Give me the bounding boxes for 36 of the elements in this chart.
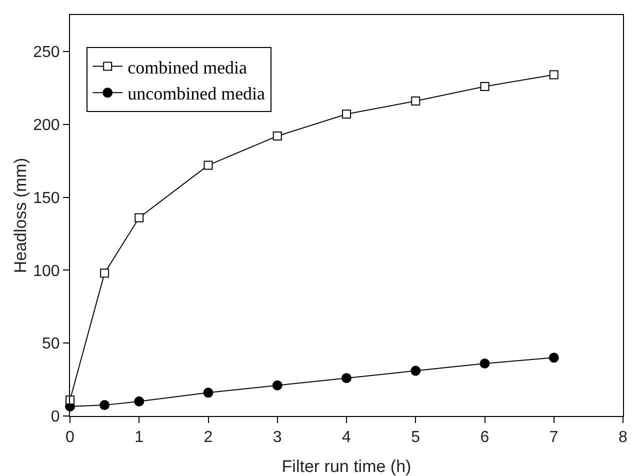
y-tick-label: 250 [33, 44, 60, 62]
x-tick-label: 3 [272, 429, 282, 446]
x-tick-label: 2 [204, 429, 213, 446]
x-tick-label: 0 [66, 429, 75, 446]
point [272, 380, 282, 390]
y-tick-label: 100 [33, 262, 60, 280]
point [203, 388, 214, 398]
point [480, 82, 490, 91]
point [100, 268, 110, 278]
legend-label: combined media [128, 57, 248, 78]
point [411, 96, 420, 106]
point [134, 213, 144, 222]
x-tick-label: 1 [134, 429, 144, 446]
x-tick-label: 8 [618, 429, 628, 446]
point [342, 110, 351, 119]
y-axis-title: Headloss (mm) [11, 158, 30, 274]
legend-label: uncombined media [128, 84, 266, 104]
point [549, 70, 558, 80]
y-tick-label: 50 [42, 336, 60, 353]
point [66, 395, 74, 404]
point [548, 352, 559, 363]
x-tick-label: 4 [342, 429, 352, 446]
y-tick-label: 0 [50, 408, 60, 426]
point [134, 396, 144, 406]
point [342, 373, 352, 384]
y-tick-label: 200 [33, 116, 60, 134]
point [204, 160, 213, 170]
point [410, 366, 421, 376]
x-tick-label: 7 [549, 429, 558, 446]
point [480, 358, 490, 369]
x-tick-label: 6 [480, 429, 490, 446]
x-tick-label: 5 [411, 429, 420, 446]
point [100, 400, 110, 410]
x-axis-title: Filter run time (h) [282, 457, 412, 476]
point [272, 132, 282, 141]
y-tick-label: 150 [33, 190, 60, 207]
